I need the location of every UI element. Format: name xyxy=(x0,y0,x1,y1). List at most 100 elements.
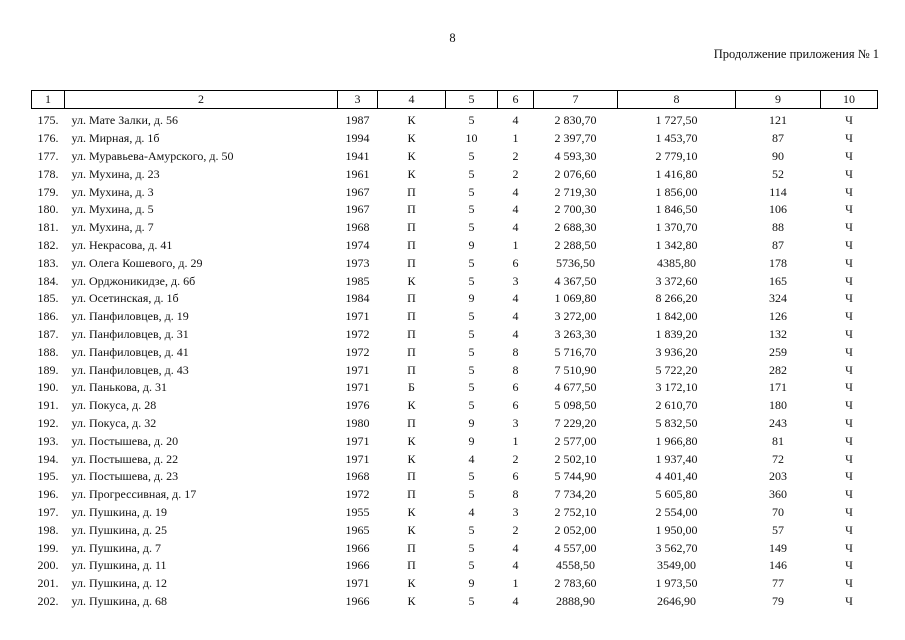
cell-col8: 1 727,50 xyxy=(655,113,698,128)
cell-col10: Ч xyxy=(845,184,853,199)
cell-col7: 2 577,00 xyxy=(554,433,597,448)
cell-row-number: 179. xyxy=(37,184,59,199)
cell-col8: 5 832,50 xyxy=(655,415,698,430)
cell-year: 1968 xyxy=(345,469,370,484)
table-row: 185. ул. Осетинская, д. 1б 1984 П 9 4 1 … xyxy=(32,290,878,308)
table-row: 197. ул. Пушкина, д. 19 1955 К 4 3 2 752… xyxy=(32,504,878,522)
cell-wall-material: К xyxy=(407,433,416,448)
column-header-3: 3 xyxy=(337,90,378,109)
cell-col5: 5 xyxy=(468,273,475,288)
cell-row-number: 193. xyxy=(37,433,59,448)
cell-col9: 180 xyxy=(769,398,787,413)
cell-address: ул. Пушкина, д. 12 xyxy=(71,576,167,591)
cell-col5: 5 xyxy=(468,309,475,324)
cell-col7: 2 752,10 xyxy=(554,504,597,519)
cell-col7: 4 677,50 xyxy=(554,380,597,395)
cell-col6: 4 xyxy=(512,291,519,306)
table-row: 178. ул. Мухина, д. 23 1961 К 5 2 2 076,… xyxy=(32,165,878,183)
cell-col8: 4 401,40 xyxy=(655,469,698,484)
cell-year: 1968 xyxy=(345,220,370,235)
table-row: 195. ул. Постышева, д. 23 1968 П 5 6 5 7… xyxy=(32,468,878,486)
table-header: 1 2 3 4 5 6 7 8 9 10 xyxy=(31,90,878,109)
cell-col6: 2 xyxy=(512,148,519,163)
cell-col10: Ч xyxy=(845,504,853,519)
cell-col5: 9 xyxy=(468,576,475,591)
table-row: 184. ул. Орджоникидзе, д. 6б 1985 К 5 3 … xyxy=(32,272,878,290)
cell-wall-material: К xyxy=(407,593,416,608)
cell-col6: 1 xyxy=(512,576,519,591)
cell-col5: 4 xyxy=(468,451,475,466)
cell-col9: 88 xyxy=(772,220,784,235)
cell-wall-material: П xyxy=(407,362,416,377)
cell-col8: 1 842,00 xyxy=(655,309,698,324)
cell-year: 1961 xyxy=(345,166,370,181)
cell-wall-material: П xyxy=(407,326,416,341)
cell-col5: 9 xyxy=(468,415,475,430)
column-header-5: 5 xyxy=(445,90,498,109)
cell-address: ул. Прогрессивная, д. 17 xyxy=(71,487,197,502)
cell-col5: 5 xyxy=(468,166,475,181)
cell-row-number: 191. xyxy=(37,398,59,413)
cell-col7: 2 397,70 xyxy=(554,131,597,146)
cell-col9: 149 xyxy=(769,540,787,555)
cell-wall-material: К xyxy=(407,113,416,128)
cell-address: ул. Постышева, д. 20 xyxy=(71,433,179,448)
cell-wall-material: П xyxy=(407,255,416,270)
cell-col6: 4 xyxy=(512,309,519,324)
continuation-note: Продолжение приложения № 1 xyxy=(713,47,879,61)
cell-row-number: 185. xyxy=(37,291,59,306)
cell-col5: 5 xyxy=(468,469,475,484)
cell-col10: Ч xyxy=(845,362,853,377)
cell-col5: 10 xyxy=(465,131,478,146)
cell-wall-material: К xyxy=(407,576,416,591)
cell-col6: 2 xyxy=(512,166,519,181)
table-row: 193. ул. Постышева, д. 20 1971 К 9 1 2 5… xyxy=(32,432,878,450)
cell-year: 1966 xyxy=(345,593,370,608)
cell-col6: 8 xyxy=(512,487,519,502)
cell-year: 1966 xyxy=(345,558,370,573)
cell-col7: 4 593,30 xyxy=(554,148,597,163)
table-row: 198. ул. Пушкина, д. 25 1965 К 5 2 2 052… xyxy=(32,521,878,539)
cell-col7: 2 700,30 xyxy=(554,202,597,217)
cell-col6: 3 xyxy=(512,504,519,519)
cell-address: ул. Постышева, д. 22 xyxy=(71,451,179,466)
cell-wall-material: П xyxy=(407,220,416,235)
cell-col8: 3 562,70 xyxy=(655,540,698,555)
cell-col10: Ч xyxy=(845,220,853,235)
cell-col9: 72 xyxy=(772,451,784,466)
cell-col7: 7 510,90 xyxy=(554,362,597,377)
cell-address: ул. Орджоникидзе, д. 6б xyxy=(71,273,196,288)
cell-year: 1980 xyxy=(345,415,370,430)
cell-year: 1971 xyxy=(345,362,370,377)
column-header-1: 1 xyxy=(31,90,65,109)
cell-col6: 4 xyxy=(512,184,519,199)
cell-year: 1972 xyxy=(345,487,370,502)
cell-col8: 1 342,80 xyxy=(655,237,698,252)
cell-wall-material: К xyxy=(407,522,416,537)
cell-col9: 282 xyxy=(769,362,787,377)
cell-col5: 5 xyxy=(468,540,475,555)
column-header-6: 6 xyxy=(497,90,534,109)
cell-col5: 9 xyxy=(468,237,475,252)
cell-col6: 3 xyxy=(512,273,519,288)
cell-col8: 1 839,20 xyxy=(655,326,698,341)
cell-col7: 2 830,70 xyxy=(554,113,597,128)
cell-col7: 5 744,90 xyxy=(554,469,597,484)
cell-col7: 4 367,50 xyxy=(554,273,597,288)
cell-year: 1955 xyxy=(345,504,370,519)
cell-address: ул. Олега Кошевого, д. 29 xyxy=(71,255,203,270)
cell-row-number: 202. xyxy=(37,593,59,608)
cell-year: 1994 xyxy=(345,131,370,146)
cell-col9: 90 xyxy=(772,148,784,163)
cell-row-number: 197. xyxy=(37,504,59,519)
cell-col8: 1 950,00 xyxy=(655,522,698,537)
cell-col7: 2 288,50 xyxy=(554,237,597,252)
cell-year: 1971 xyxy=(345,451,370,466)
cell-col9: 132 xyxy=(769,326,787,341)
cell-col9: 243 xyxy=(769,415,787,430)
cell-col5: 5 xyxy=(468,380,475,395)
table-row: 200. ул. Пушкина, д. 11 1966 П 5 4 4558,… xyxy=(32,557,878,575)
cell-row-number: 181. xyxy=(37,220,59,235)
cell-col9: 165 xyxy=(769,273,787,288)
